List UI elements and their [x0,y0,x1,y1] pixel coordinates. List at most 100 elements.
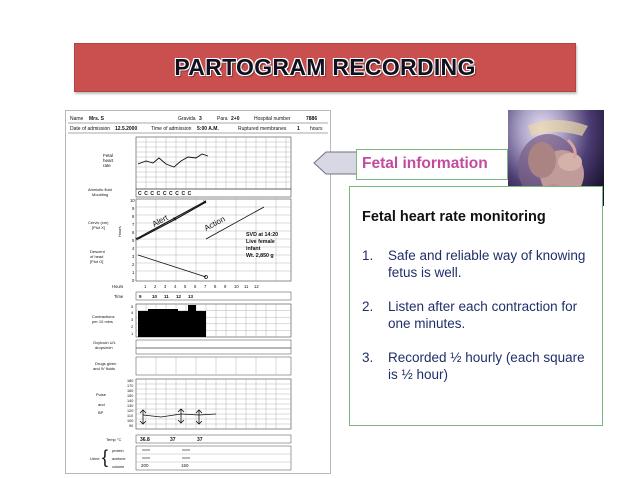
svg-text:36.8: 36.8 [140,437,150,443]
pg-time-label: Time [114,294,124,299]
svg-text:5: 5 [131,304,134,309]
list-item-number: 2. [362,299,374,314]
pg-admission-time-label: Time of admission [151,126,192,132]
pg-drugs-label-1: Drugs given [95,361,116,366]
svg-text:180: 180 [127,379,133,383]
pg-contractions-label-2: per 10 mins [92,319,113,324]
svg-text:90: 90 [129,424,133,428]
list-item-text: Listen after each contraction for one mi… [388,299,578,331]
partogram-image: Name Mrs. S Gravida 3 Para 2+0 Hospital … [65,110,331,474]
pg-cervix-label-2: [Plot X] [92,225,105,230]
svg-text:5: 5 [132,238,135,243]
pg-delivery-line-1: SVD at 14:20 [246,232,278,238]
pg-membranes-label: Ruptured membranes [238,126,287,132]
pg-admission-date-value: 12.5.2000 [115,126,137,132]
pg-gravida-label: Gravida [178,116,196,122]
pg-urine-label: Urine [90,456,100,461]
svg-text:2: 2 [154,284,157,289]
svg-text:100: 100 [127,419,133,423]
svg-text:4: 4 [174,284,177,289]
content-box: Fetal heart rate monitoring 1. Safe and … [349,186,603,426]
pg-and-label: and [98,402,105,407]
pg-hospital-label: Hospital number [254,116,291,122]
svg-text:170: 170 [127,384,133,388]
svg-text:140: 140 [127,399,133,403]
pg-bp-label: BP [98,410,104,415]
svg-text:6: 6 [194,284,197,289]
svg-text:11: 11 [164,294,169,299]
list-item-number: 1. [362,248,374,263]
svg-text:1: 1 [131,331,134,336]
pg-fhr-label-1: Fetal [103,153,113,158]
svg-text:0: 0 [132,278,135,283]
list-item: 3. Recorded ½ hourly (each square is ½ h… [362,349,598,383]
pointer-arrow-icon [313,151,358,175]
svg-text:1: 1 [144,284,147,289]
pg-cervix-label-1: Cervix (cm) [88,220,109,225]
svg-text:8: 8 [132,214,135,219]
title-banner: PARTOGRAM RECORDING [74,43,576,92]
list-item-number: 3. [362,350,374,365]
svg-text:3: 3 [132,254,135,259]
svg-text:9: 9 [132,206,135,211]
pg-volume-label: volume [112,465,124,469]
svg-text:9: 9 [139,294,142,299]
pg-delivery-line-4: Wt. 2,850 g [246,253,274,259]
pg-oxytocin-label-2: drops/min [95,345,113,350]
pg-hours-label: Hours [112,284,123,289]
svg-text:5: 5 [184,284,187,289]
svg-text:13: 13 [188,294,194,299]
svg-text:{: { [102,447,108,467]
svg-text:6: 6 [132,230,135,235]
svg-text:10: 10 [152,294,158,299]
pg-gravida-value: 3 [199,116,202,122]
pg-para-value: 2+0 [231,116,240,122]
pg-descent-label-3: [Plot O] [90,259,103,264]
svg-text:150: 150 [181,463,189,468]
pg-delivery-line-2: Live female [246,239,275,245]
pg-admission-time-value: 5:00 A.M. [197,126,219,132]
svg-text:10: 10 [234,284,239,289]
svg-text:37: 37 [170,437,176,443]
pg-para-label: Para [217,116,228,122]
svg-text:9: 9 [224,284,227,289]
svg-text:37: 37 [197,437,203,443]
svg-text:3: 3 [164,284,167,289]
svg-text:8: 8 [214,284,217,289]
pg-descent-label-2: of head [90,254,103,259]
pg-hospital-value: 7886 [306,116,317,122]
pg-protein-label: protein [112,449,124,453]
pg-admission-date-label: Date of admission [70,126,110,132]
fetal-information-text: Fetal information [362,155,488,172]
pg-temp-label: Temp °C [106,437,121,442]
list-item: 2. Listen after each contraction for one… [362,298,598,332]
svg-text:11: 11 [244,284,249,289]
fetal-information-label: Fetal information [356,149,508,180]
pg-contractions-label-1: Contractions [92,314,114,319]
monitoring-list: 1. Safe and reliable way of knowing fetu… [362,247,598,400]
svg-text:2: 2 [132,262,135,267]
pg-fhr-label-3: rate [103,163,111,168]
pg-pulse-label: Pulse [96,392,107,397]
pg-hours-side-label: Hours [117,226,122,237]
svg-text:4: 4 [132,246,135,251]
svg-text:CCCCCCCCC: CCCCCCCCC [138,191,194,197]
slide-title: PARTOGRAM RECORDING [174,54,476,80]
pg-descent-label-1: Descent [90,249,106,254]
svg-text:12: 12 [176,294,182,299]
svg-text:120: 120 [127,409,133,413]
pg-drugs-label-2: and IV fluids [93,366,115,371]
svg-text:×: × [173,217,177,223]
pg-name-label: Name [70,116,84,122]
pg-membranes-value: 1 [297,126,300,132]
svg-text:×: × [135,237,139,243]
box-heading: Fetal heart rate monitoring [362,209,546,225]
pg-membranes-unit: hours [310,126,323,132]
svg-text:150: 150 [127,394,133,398]
pg-fhr-label-2: heart [103,158,114,163]
pg-oxytocin-label-1: Oxytocin U/L [93,340,117,345]
svg-text:2: 2 [131,324,134,329]
svg-text:160: 160 [127,389,133,393]
svg-text:7: 7 [132,222,135,227]
svg-text:200: 200 [141,463,149,468]
